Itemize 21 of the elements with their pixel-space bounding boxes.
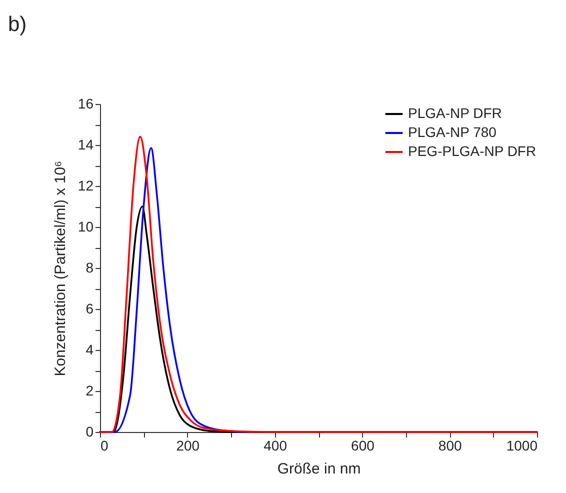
x-axis-title: Größe in nm [277,460,361,478]
y-tick-label: 8 [86,260,94,276]
y-tick-label: 2 [86,382,94,398]
y-tick-label: 6 [86,300,94,316]
x-tick-label: 800 [438,438,462,454]
y-tick-label: 0 [86,424,94,440]
y-tick-label: 12 [78,178,94,194]
y-tick-label: 10 [78,218,94,234]
chart-title: b) [8,13,27,36]
y-tick-label: 4 [86,342,94,358]
legend-label: PLGA-NP DFR [408,105,502,121]
y-tick-label: 14 [78,136,94,152]
x-tick-label: 1000 [506,438,538,454]
x-tick-label: 600 [351,438,375,454]
y-axis-title: Konzentration (Partikel/ml) x 10⁶ [52,160,69,376]
legend-label: PLGA-NP 780 [408,124,497,140]
x-tick-label: 400 [264,438,288,454]
x-tick-label: 0 [100,438,108,454]
y-tick-label: 16 [78,96,94,112]
x-tick-label: 200 [176,438,200,454]
legend-label: PEG-PLGA-NP DFR [408,143,536,159]
